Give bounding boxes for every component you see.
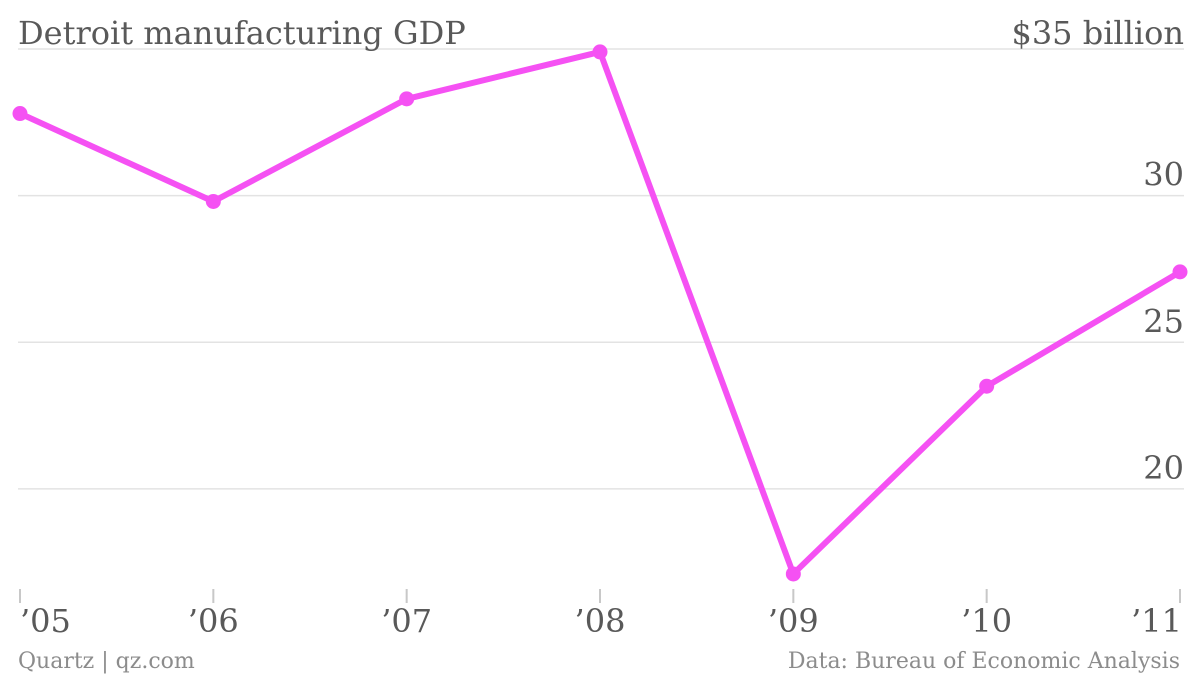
- series-line: [17, 48, 1183, 577]
- x-axis-ticks: [19, 589, 1181, 603]
- x-tick-label: ’08: [575, 602, 626, 640]
- y-tick-label-30: 30: [1143, 156, 1184, 194]
- gridlines: [18, 48, 1184, 490]
- data-point: [1172, 264, 1188, 280]
- data-point: [979, 378, 995, 394]
- x-tick-label: ’09: [768, 602, 819, 640]
- data-points: [12, 44, 1188, 582]
- y-axis-top-label: $35 billion: [1011, 14, 1184, 52]
- y-tick-label-25: 25: [1143, 302, 1184, 340]
- y-axis-labels: 20 25 30: [1143, 156, 1184, 487]
- x-axis-labels: ’05 ’06 ’07 ’08 ’09 ’10 ’11: [20, 602, 1182, 640]
- data-point: [785, 566, 801, 582]
- data-point: [205, 193, 221, 209]
- x-tick-label: ’07: [381, 602, 432, 640]
- footer-source-right: Data: Bureau of Economic Analysis: [788, 649, 1180, 674]
- chart-title: Detroit manufacturing GDP: [18, 14, 466, 52]
- y-tick-label-20: 20: [1143, 449, 1184, 487]
- x-tick-label: ’06: [188, 602, 239, 640]
- series-line-layer: [17, 48, 1183, 577]
- x-tick-label: ’05: [20, 602, 71, 640]
- footer-source-left: Quartz | qz.com: [18, 649, 195, 674]
- data-point: [592, 44, 608, 60]
- x-tick-label: ’11: [1131, 602, 1182, 640]
- x-tick-label: ’10: [961, 602, 1012, 640]
- data-point: [399, 91, 415, 107]
- data-point: [12, 106, 28, 122]
